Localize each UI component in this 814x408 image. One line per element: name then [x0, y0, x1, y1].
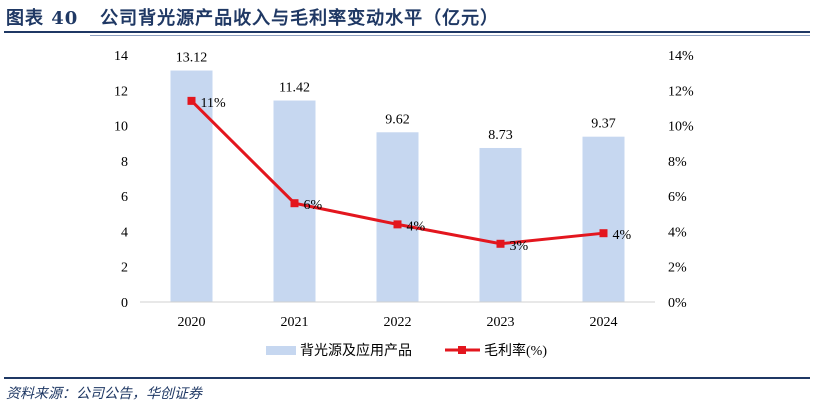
left-tick-label: 4 [121, 225, 128, 240]
line-point [187, 96, 196, 105]
legend-bar-label: 背光源及应用产品 [300, 342, 412, 359]
x-tick-label: 2021 [281, 315, 309, 330]
source-note: 资料来源：公司公告，华创证券 [6, 386, 202, 402]
bar-value-label: 13.12 [176, 51, 208, 66]
left-tick-label: 6 [121, 190, 128, 205]
legend-bar-swatch [266, 346, 296, 355]
line-value-label: 4% [613, 228, 632, 243]
left-tick-label: 14 [114, 49, 128, 64]
left-tick-label: 8 [121, 155, 128, 170]
bar-value-label: 9.62 [385, 112, 410, 127]
figure-title: 图表 40 公司背光源产品收入与毛利率变动水平（亿元） [6, 8, 500, 29]
legend-line-label: 毛利率(%) [484, 342, 547, 359]
bar-value-label: 11.42 [279, 81, 310, 96]
left-tick-label: 10 [114, 120, 128, 135]
line-point [290, 199, 299, 208]
right-tick-label: 14% [668, 49, 694, 64]
right-tick-label: 2% [668, 261, 687, 276]
right-tick-label: 10% [668, 120, 694, 135]
right-tick-label: 0% [668, 296, 687, 311]
line-value-label: 6% [304, 198, 323, 213]
bar-value-label: 8.73 [488, 128, 513, 143]
left-tick-label: 12 [114, 84, 128, 99]
right-tick-label: 6% [668, 190, 687, 205]
right-tick-label: 4% [668, 225, 687, 240]
line-point [496, 239, 505, 248]
x-tick-label: 2023 [487, 315, 515, 330]
title-divider [4, 31, 810, 33]
bar [170, 70, 213, 302]
left-tick-label: 2 [121, 261, 128, 276]
footer-divider [4, 377, 810, 379]
line-value-label: 3% [510, 239, 529, 254]
title-divider-thin [90, 35, 810, 36]
x-tick-label: 2022 [384, 315, 412, 330]
line-point [393, 220, 402, 229]
bar [582, 136, 625, 302]
bar [479, 147, 522, 302]
bar [376, 132, 419, 302]
line-point [599, 229, 608, 238]
x-tick-label: 2020 [178, 315, 206, 330]
x-tick-label: 2024 [590, 315, 618, 330]
line-value-label: 4% [407, 219, 426, 234]
legend-line-marker [458, 346, 466, 354]
right-tick-label: 12% [668, 84, 694, 99]
line-value-label: 11% [201, 96, 226, 111]
bar-value-label: 9.37 [591, 117, 616, 132]
left-tick-label: 0 [121, 296, 128, 311]
right-tick-label: 8% [668, 155, 687, 170]
